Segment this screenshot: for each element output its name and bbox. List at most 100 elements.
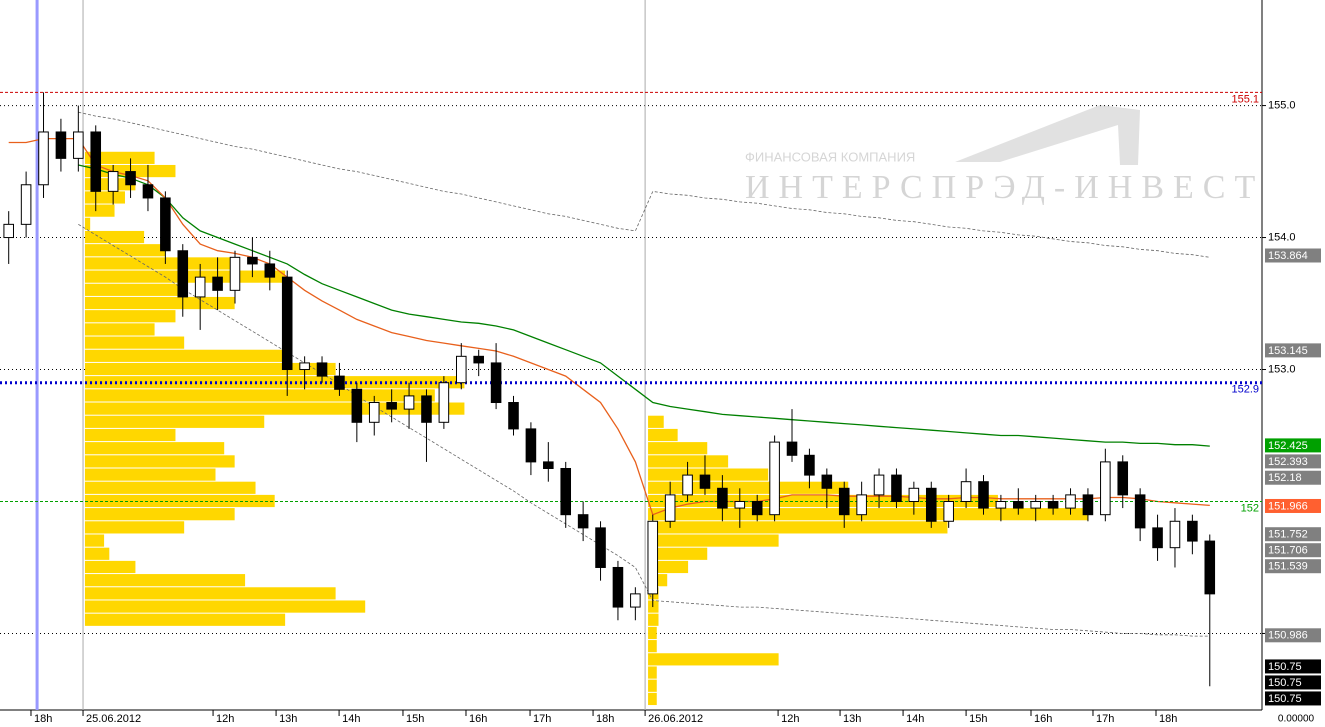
candle-body <box>403 395 415 410</box>
price-tag-label: 150.75 <box>1268 661 1302 673</box>
candle-body <box>856 494 867 516</box>
profile-bar <box>84 389 435 402</box>
candle-body <box>73 131 84 159</box>
profile-bar <box>84 547 110 560</box>
candle-body <box>1100 461 1111 516</box>
candle-body <box>699 474 711 489</box>
profile-bar <box>84 560 136 574</box>
profile-bar <box>84 600 366 613</box>
price-tag <box>1265 675 1321 690</box>
candle-body <box>107 171 119 192</box>
x-tick-label: 26.06.2012 <box>648 713 703 725</box>
candle-body <box>751 500 763 516</box>
profile-bar <box>648 508 1089 521</box>
profile-bar <box>648 613 659 626</box>
candle-body <box>943 500 954 522</box>
price-tag <box>1265 454 1321 469</box>
candle-body <box>717 487 728 509</box>
price-tag-label: 152.393 <box>1268 456 1308 468</box>
profile-bar <box>84 534 105 547</box>
candle-body <box>229 256 241 291</box>
candle-body <box>455 355 467 384</box>
profile-bar <box>648 640 657 653</box>
profile-bar <box>84 468 216 481</box>
profile-bar <box>648 560 689 574</box>
candle-body <box>995 500 1007 509</box>
profile-bar <box>648 653 779 666</box>
profile-bar <box>648 455 729 468</box>
price-tag-label: 150.75 <box>1268 677 1302 689</box>
price-tag-label: 151.752 <box>1268 529 1308 541</box>
candle-body <box>125 171 136 186</box>
price-tag <box>1265 470 1321 485</box>
candle-body <box>1187 520 1198 542</box>
candle-body <box>1065 494 1076 509</box>
price-tag-label: 151.706 <box>1268 545 1308 557</box>
profile-bar <box>84 310 176 323</box>
price-tag-label: 150.986 <box>1268 630 1308 642</box>
x-tick-label: 12h <box>216 713 234 725</box>
price-tag <box>1265 498 1321 513</box>
profile-bar <box>648 415 664 428</box>
price-tag <box>1265 438 1321 453</box>
price-tag <box>1265 527 1321 542</box>
x-tick-label: 18h <box>596 713 614 725</box>
candle-body <box>1030 500 1041 509</box>
status-value: 0.00000 <box>1278 714 1315 725</box>
x-tick-label: 18h <box>34 713 52 725</box>
candle-body <box>1117 461 1129 496</box>
candle-body <box>612 566 624 608</box>
x-tick-label: 17h <box>1096 713 1114 725</box>
profile-bar <box>84 362 336 376</box>
candle-body <box>421 395 432 423</box>
x-tick-label: 14h <box>906 713 924 725</box>
candle-body <box>264 263 276 278</box>
price-tag-label: 153.864 <box>1268 250 1308 262</box>
profile-bar <box>648 442 708 455</box>
profile-bar <box>84 508 235 521</box>
candle-body <box>734 500 746 509</box>
profile-bar <box>84 574 246 587</box>
price-tag <box>1265 543 1321 558</box>
profile-bar <box>648 626 657 640</box>
candle-body <box>438 382 450 423</box>
profile-bar <box>84 204 115 217</box>
profile-bar <box>648 521 948 534</box>
price-tag-label: 151.966 <box>1268 500 1308 512</box>
price-tag <box>1265 659 1321 674</box>
profile-bar <box>84 521 185 534</box>
candle-body <box>908 487 920 502</box>
candle-body <box>316 362 328 377</box>
x-tick-label: 18h <box>1159 713 1177 725</box>
candle-body <box>891 474 902 502</box>
watermark: ФИНАНСОВАЯ КОМПАНИЯ ИНТЕРСПРЭД-ИНВЕСТ <box>745 105 1255 206</box>
price-tag-label: 151.539 <box>1268 561 1308 573</box>
candle-body <box>769 441 780 516</box>
candle-body <box>786 441 798 456</box>
profile-bar <box>84 494 275 508</box>
profile-bar <box>648 692 657 706</box>
indicator-line <box>8 137 1210 516</box>
profile-bar <box>84 428 176 442</box>
profile-bar <box>648 600 659 613</box>
price-tag <box>1265 691 1321 706</box>
profile-bar <box>84 587 336 600</box>
candle-body <box>386 402 397 410</box>
profile-bar <box>648 534 779 547</box>
candle-body <box>664 494 676 522</box>
candle-body <box>1134 494 1146 529</box>
candle-body <box>1152 527 1163 549</box>
candle-body <box>38 131 49 186</box>
level-label: 155.1 <box>1231 93 1259 105</box>
profile-bar <box>84 336 185 349</box>
x-tick-label: 25.06.2012 <box>86 713 141 725</box>
x-tick-label: 16h <box>469 713 487 725</box>
profile-bar <box>648 428 678 442</box>
x-tick-label: 15h <box>406 713 424 725</box>
candle-body <box>3 223 14 239</box>
candle-body <box>577 514 589 529</box>
candle-body <box>1013 500 1024 509</box>
y-tick-label: 155.0 <box>1268 99 1296 111</box>
profile-bar <box>84 230 145 244</box>
price-tag <box>1265 559 1321 574</box>
